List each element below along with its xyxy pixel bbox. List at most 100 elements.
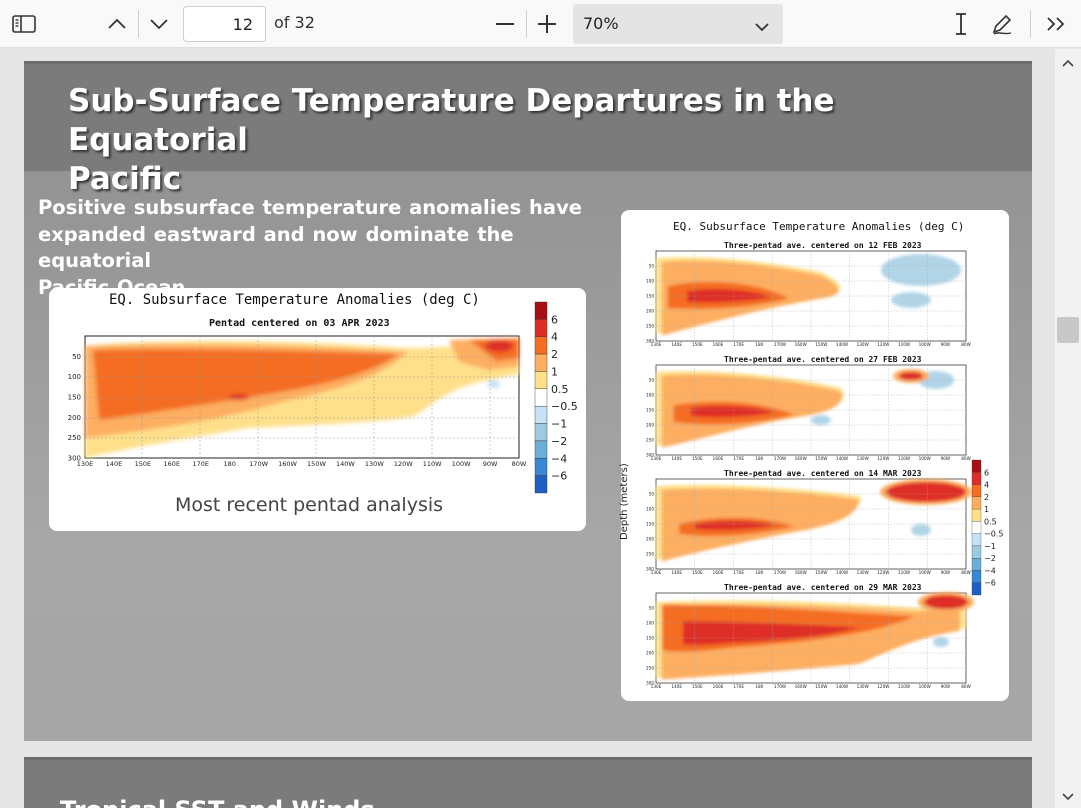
more-tools-icon[interactable] <box>1042 12 1070 36</box>
x-tick-label: 150E <box>692 684 703 689</box>
contour-4-east <box>886 482 966 502</box>
x-tick-label: 140W <box>836 684 848 689</box>
panel-gridlines <box>656 251 966 341</box>
colorbar-swatch <box>534 388 548 407</box>
y-tick-label: 300 <box>646 453 654 458</box>
colorbar-label: 1 <box>551 365 558 378</box>
x-tick-label: 150W <box>815 684 827 689</box>
text-select-icon[interactable] <box>950 10 972 38</box>
y-tick-label: 300 <box>646 567 654 572</box>
x-tick-label: 130E <box>77 460 94 468</box>
chevron-down-icon[interactable] <box>145 12 173 36</box>
x-tick-label: 160W <box>795 570 807 575</box>
contour-negative <box>933 637 949 647</box>
y-tick-label: 150 <box>68 394 81 402</box>
y-tick-label: 50 <box>649 378 655 383</box>
anomaly-contours <box>85 338 519 458</box>
colorbar-label: 6 <box>984 468 989 477</box>
zoom-select[interactable]: 70% <box>573 4 783 44</box>
colorbar-label: −4 <box>984 566 996 575</box>
x-tick-label: 170E <box>733 342 744 347</box>
x-tick-label: 90W <box>941 684 950 689</box>
toolbar-divider <box>138 10 139 38</box>
slide-body-text: Positive subsurface temperature anomalie… <box>38 195 618 301</box>
next-slide-page: Tropical SST and Winds <box>24 757 1032 808</box>
vertical-scrollbar[interactable] <box>1055 49 1081 808</box>
scroll-down-icon[interactable] <box>1061 787 1075 806</box>
colorbar-swatch <box>534 336 548 355</box>
slide-title-line: Pacific <box>68 161 182 197</box>
x-tick-label: 90W <box>941 342 950 347</box>
document-viewport[interactable]: Sub-Surface Temperature Departures in th… <box>0 49 1055 808</box>
y-tick-label: 250 <box>646 552 654 557</box>
y-tick-label: 100 <box>646 507 654 512</box>
x-tick-label: 150E <box>692 570 703 575</box>
colorbar-swatch <box>534 319 548 337</box>
chevron-up-icon[interactable] <box>103 12 131 36</box>
colorbar-label: 2 <box>984 493 989 502</box>
x-tick-label: 100W <box>919 342 931 347</box>
x-tick-label: 160E <box>713 456 724 461</box>
y-tick-label: 200 <box>68 414 81 422</box>
x-tick-label: 140E <box>106 460 123 468</box>
x-tick-label: 170E <box>733 456 744 461</box>
x-tick-label: 140W <box>336 460 355 468</box>
y-ticks: 50 100 150 200 250 300 <box>68 353 81 463</box>
contour-negative <box>881 254 961 286</box>
zoom-in-icon[interactable] <box>534 12 560 36</box>
chart-subtitle: Pentad centered on 03 APR 2023 <box>209 318 390 329</box>
panel-gridlines <box>656 479 966 569</box>
contour-4-east <box>899 372 923 380</box>
colorbar-label: 6 <box>551 313 558 326</box>
x-tick-label: 150E <box>692 456 703 461</box>
colorbar-swatch <box>971 558 982 571</box>
x-tick-label: 170W <box>774 570 786 575</box>
x-tick-label: 130E <box>651 684 662 689</box>
y-tick-label: 200 <box>646 537 654 542</box>
y-tick-label: 50 <box>649 606 655 611</box>
x-tick-label: 90W <box>941 456 950 461</box>
colorbar: 6 4 2 1 0.5 −0.5 −1 −2 −4 −6 <box>534 301 578 494</box>
y-tick-label: 250 <box>646 666 654 671</box>
y-tick-label: 300 <box>646 339 654 344</box>
x-tick-label: 120W <box>877 342 889 347</box>
draw-icon[interactable] <box>988 10 1016 38</box>
x-tick-label: 160E <box>164 460 181 468</box>
contour-2 <box>93 349 399 420</box>
scrollbar-thumb[interactable] <box>1057 317 1079 343</box>
x-tick-label: 170W <box>774 456 786 461</box>
sidebar-toggle-icon[interactable] <box>10 12 38 36</box>
contour-neg <box>488 380 500 388</box>
x-tick-label: 130W <box>857 456 869 461</box>
x-tick-label: 170W <box>249 460 268 468</box>
colorbar-swatch <box>971 545 982 559</box>
scroll-up-icon[interactable] <box>1061 53 1075 72</box>
y-tick-label: 300 <box>68 455 81 463</box>
slide-page: Sub-Surface Temperature Departures in th… <box>24 61 1032 741</box>
colorbar-label: 2 <box>551 348 558 361</box>
x-tick-label: 80W <box>961 342 970 347</box>
x-tick-label: 140E <box>671 684 682 689</box>
colorbar-swatch <box>534 475 548 494</box>
colorbar-swatch <box>971 508 982 522</box>
x-tick-label: 180 <box>223 460 235 468</box>
heatmap-panel: 130E 140E 150E 160E 170E 180 170W 160W 150W 140W 1… <box>646 250 971 347</box>
gridlines <box>85 336 519 458</box>
x-tick-label: 140W <box>836 456 848 461</box>
colorbar-label: −1 <box>984 542 996 551</box>
colorbar-swatch <box>971 533 982 547</box>
x-tick-label: 110W <box>898 684 910 689</box>
colorbar-label: −4 <box>551 452 567 465</box>
y-tick-label: 200 <box>646 651 654 656</box>
zoom-out-icon[interactable] <box>492 12 518 36</box>
zoom-value: 70% <box>583 14 619 33</box>
toolbar-divider <box>1030 10 1031 38</box>
panel-gridlines <box>656 365 966 455</box>
colorbar-label: −6 <box>984 579 996 588</box>
contour-negative <box>911 524 931 536</box>
panel-contours <box>656 254 961 336</box>
y-tick-label: 150 <box>646 522 654 527</box>
colorbar-label: −0.5 <box>551 400 578 413</box>
colorbar-swatch <box>534 353 548 372</box>
page-number-input[interactable] <box>183 6 266 42</box>
